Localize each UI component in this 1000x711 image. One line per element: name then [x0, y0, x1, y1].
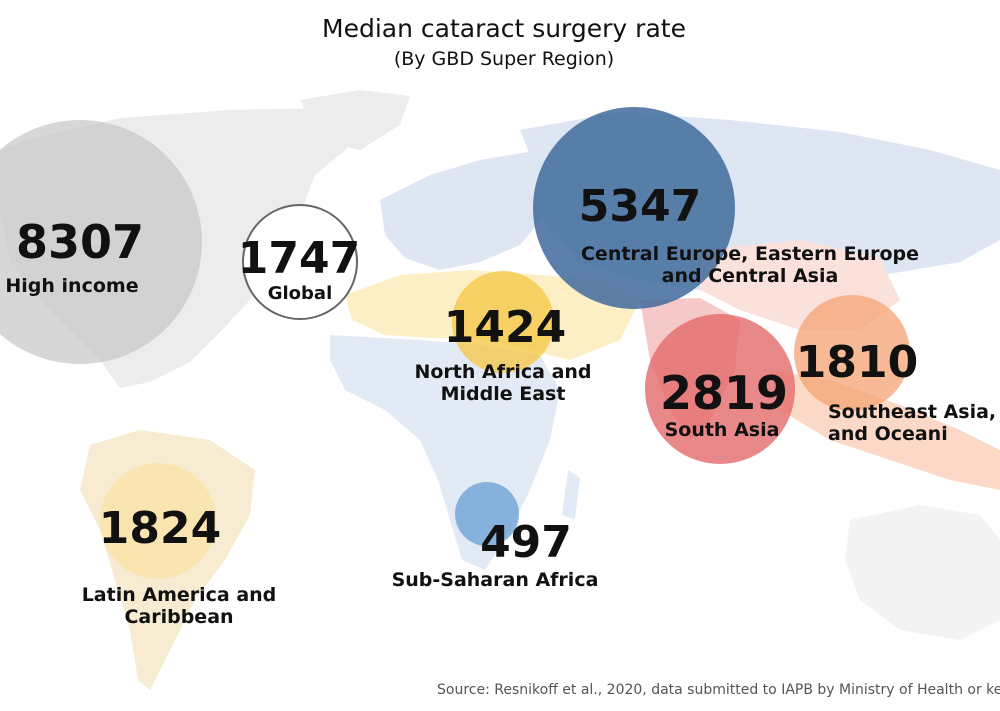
madagascar-landmass — [562, 470, 580, 520]
region-label-southeast-asia: and Oceani — [828, 423, 948, 445]
bubble-sub-saharan — [455, 482, 519, 546]
source-note: Source: Resnikoff et al., 2020, data sub… — [437, 682, 1000, 698]
region-label-southeast-asia: Southeast Asia, E — [828, 401, 1000, 423]
chart-subtitle: (By GBD Super Region) — [393, 48, 615, 70]
region-label-central-europe: and Central Asia — [662, 265, 839, 287]
region-label-high-income: High income — [5, 275, 138, 297]
bubble-central-europe — [533, 107, 735, 309]
australia-landmass — [845, 505, 1000, 640]
bubble-global — [242, 204, 358, 320]
value-label-north-africa: 1424 — [444, 302, 566, 353]
region-label-latin-america: Caribbean — [124, 606, 233, 628]
bubble-south-asia — [645, 314, 795, 464]
europe-landmass — [380, 150, 560, 270]
bubble-high-income — [0, 120, 202, 364]
region-label-north-africa: North Africa and — [414, 361, 591, 383]
region-label-global: Global — [268, 283, 333, 304]
value-label-global: 1747 — [238, 233, 360, 284]
value-label-central-europe: 5347 — [579, 181, 701, 232]
region-label-sub-saharan: Sub-Saharan Africa — [392, 569, 599, 591]
value-label-south-asia: 2819 — [660, 366, 788, 420]
bubble-southeast-asia — [794, 295, 910, 411]
value-label-high-income: 8307 — [16, 215, 144, 269]
region-label-north-africa: Middle East — [441, 383, 566, 405]
region-label-latin-america: Latin America and — [82, 584, 277, 606]
value-label-southeast-asia: 1810 — [796, 337, 918, 388]
greenland-landmass — [300, 90, 410, 150]
chart-title: Median cataract surgery rate — [322, 14, 686, 43]
region-label-central-europe: Central Europe, Eastern Europe — [581, 243, 919, 265]
bubble-north-africa — [452, 271, 554, 373]
value-label-sub-saharan: 497 — [480, 517, 572, 568]
value-label-latin-america: 1824 — [99, 503, 221, 554]
bubble-latin-america — [100, 463, 216, 579]
region-label-south-asia: South Asia — [665, 419, 780, 441]
